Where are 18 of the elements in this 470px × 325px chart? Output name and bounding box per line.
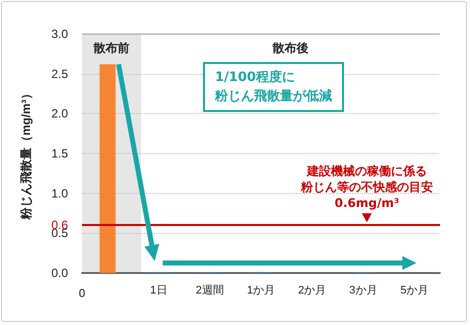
y-tick-label: 2.5	[51, 66, 68, 81]
x-tick-label: 2週間	[196, 284, 224, 296]
ref-line-label: 建設機械の稼働に係る粉じん等の不快感の目安0.6mg/m³	[300, 164, 433, 210]
text: 0	[78, 287, 86, 300]
annotation: 散布前	[92, 41, 130, 55]
annotation: 散布後	[272, 41, 309, 55]
x-tick-label: 1か月	[246, 284, 276, 296]
x-tick-label: 5か月	[400, 284, 428, 296]
annotation: 1/100程度に粉じん飛散量が低減	[203, 62, 344, 112]
x-tick-label: 2か月	[298, 284, 326, 296]
y-tick-label: 1.0	[51, 186, 68, 200]
y-tick-label: 1.5	[51, 146, 68, 160]
y-tick-label: 0.0	[51, 266, 68, 280]
x-tick-label: 3か月	[349, 284, 378, 296]
y-axis-title: 粉じん飛散量（mg/m³）	[19, 88, 33, 220]
x-tick-label: 1日	[150, 284, 168, 296]
y-tick-label: 3.0	[51, 27, 68, 41]
y-tick-label: 2.0	[51, 106, 68, 121]
